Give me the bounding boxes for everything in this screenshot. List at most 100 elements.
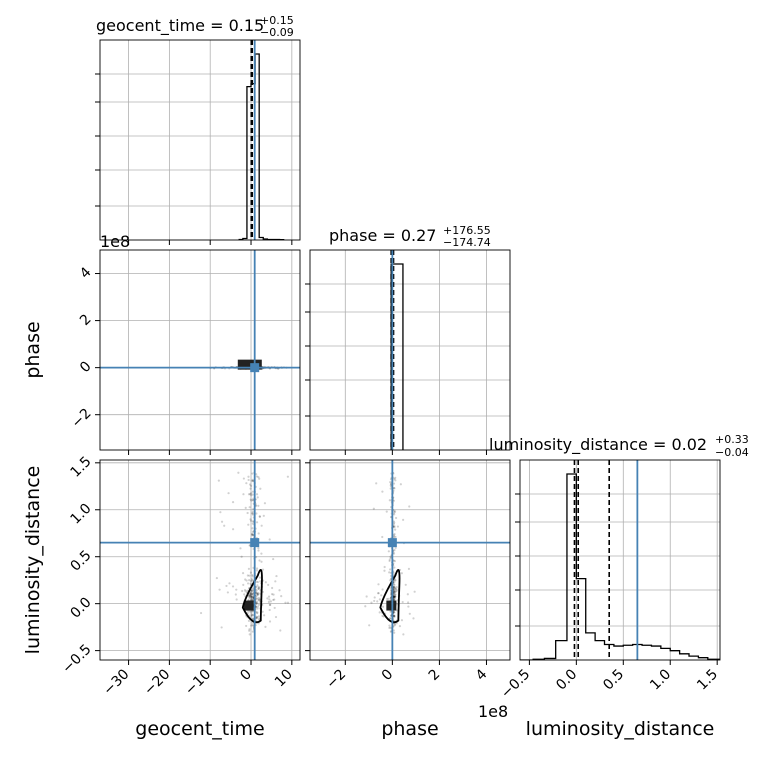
sample-point bbox=[251, 472, 254, 475]
sample-point bbox=[223, 524, 226, 527]
sample-point bbox=[261, 568, 265, 571]
sample-point bbox=[255, 616, 258, 619]
sample-point bbox=[393, 585, 396, 588]
sample-point bbox=[378, 598, 381, 601]
sample-point bbox=[257, 549, 260, 552]
truth-marker bbox=[250, 363, 260, 373]
sample-point bbox=[251, 593, 254, 596]
sample-point bbox=[250, 597, 253, 601]
sample-point bbox=[250, 624, 253, 627]
sample-point bbox=[251, 579, 254, 582]
panel-frame bbox=[99, 39, 301, 241]
title-phase: phase = 0.27 bbox=[329, 226, 436, 245]
sample-point bbox=[370, 601, 373, 604]
sample-point bbox=[250, 533, 254, 536]
sample-point bbox=[271, 586, 274, 590]
title-luminosity-distance: luminosity_distance = 0.02 bbox=[489, 435, 707, 455]
sample-point bbox=[392, 614, 396, 618]
sample-point bbox=[394, 528, 397, 531]
sample-point bbox=[248, 629, 251, 632]
sample-point bbox=[381, 490, 384, 493]
sample-point bbox=[407, 605, 410, 608]
sample-point bbox=[263, 614, 266, 617]
sample-point bbox=[286, 475, 289, 478]
sample-point bbox=[399, 483, 402, 486]
sample-point bbox=[250, 479, 253, 482]
sample-point bbox=[373, 599, 376, 603]
sample-point bbox=[251, 573, 254, 577]
sample-point bbox=[250, 494, 253, 497]
sample-point bbox=[393, 591, 396, 594]
sample-point bbox=[251, 592, 254, 595]
sample-point bbox=[393, 487, 396, 490]
sample-point bbox=[251, 527, 254, 530]
sample-point bbox=[255, 615, 258, 618]
sample-point bbox=[249, 593, 252, 596]
sample-point bbox=[387, 550, 390, 553]
sample-point bbox=[392, 592, 395, 596]
sample-point bbox=[215, 576, 218, 580]
sample-point bbox=[389, 586, 392, 589]
sample-point bbox=[381, 588, 384, 591]
sample-point bbox=[246, 589, 249, 592]
sample-point bbox=[393, 477, 396, 481]
sample-point bbox=[381, 605, 385, 608]
title-luminosity-distance-minus: −0.04 bbox=[715, 446, 749, 459]
sample-point bbox=[394, 590, 397, 593]
panel-phase-luminosity_distance: −2 0 2 4 bbox=[305, 459, 511, 692]
sample-point bbox=[388, 558, 391, 561]
sample-point bbox=[247, 619, 251, 622]
sample-point bbox=[383, 569, 386, 572]
sample-point bbox=[258, 515, 261, 518]
sample-point bbox=[377, 592, 380, 595]
xlabel-phase: phase bbox=[381, 718, 438, 740]
sample-point bbox=[249, 571, 253, 574]
sample-point bbox=[393, 593, 397, 596]
title-geocent-time: geocent_time = 0.15 bbox=[96, 16, 264, 36]
sample-point bbox=[249, 592, 252, 595]
sample-point bbox=[251, 597, 254, 600]
sample-point bbox=[248, 574, 251, 577]
sample-point bbox=[245, 624, 248, 628]
sample-point bbox=[225, 584, 228, 588]
sample-point bbox=[255, 602, 258, 605]
contour-line bbox=[241, 569, 263, 624]
sample-point bbox=[393, 586, 396, 589]
sample-point bbox=[255, 594, 258, 597]
sample-point bbox=[257, 598, 261, 601]
sample-point bbox=[402, 633, 405, 636]
sample-point bbox=[256, 584, 259, 587]
sample-point bbox=[393, 587, 396, 590]
sample-point bbox=[241, 589, 244, 593]
sample-point bbox=[251, 595, 254, 598]
sample-point bbox=[274, 580, 277, 583]
sample-point bbox=[249, 592, 252, 595]
sample-point bbox=[393, 595, 396, 598]
sample-point bbox=[261, 610, 264, 613]
x-tick-label: 0.5 bbox=[600, 666, 627, 693]
sample-point bbox=[394, 476, 397, 479]
sample-point bbox=[380, 594, 383, 597]
x-tick-label: 0 bbox=[237, 666, 255, 684]
sample-point bbox=[256, 607, 259, 610]
sample-point bbox=[240, 555, 243, 558]
sample-point bbox=[249, 579, 253, 583]
sample-point bbox=[393, 560, 396, 563]
sample-point bbox=[255, 610, 258, 613]
x-tick-label: 0.0 bbox=[553, 666, 580, 693]
sample-point bbox=[393, 595, 397, 598]
sample-point bbox=[218, 588, 221, 591]
sample-point bbox=[247, 594, 250, 597]
sample-point bbox=[244, 506, 247, 509]
sample-point bbox=[389, 555, 392, 558]
sample-point bbox=[243, 588, 247, 592]
y-tick-label: 2 bbox=[77, 311, 95, 329]
sample-point bbox=[248, 628, 251, 631]
sample-point bbox=[248, 610, 251, 613]
sample-point bbox=[393, 590, 397, 593]
sample-point bbox=[239, 547, 242, 550]
sample-point bbox=[377, 583, 380, 586]
sample-point bbox=[251, 592, 254, 596]
sample-point bbox=[251, 530, 255, 534]
